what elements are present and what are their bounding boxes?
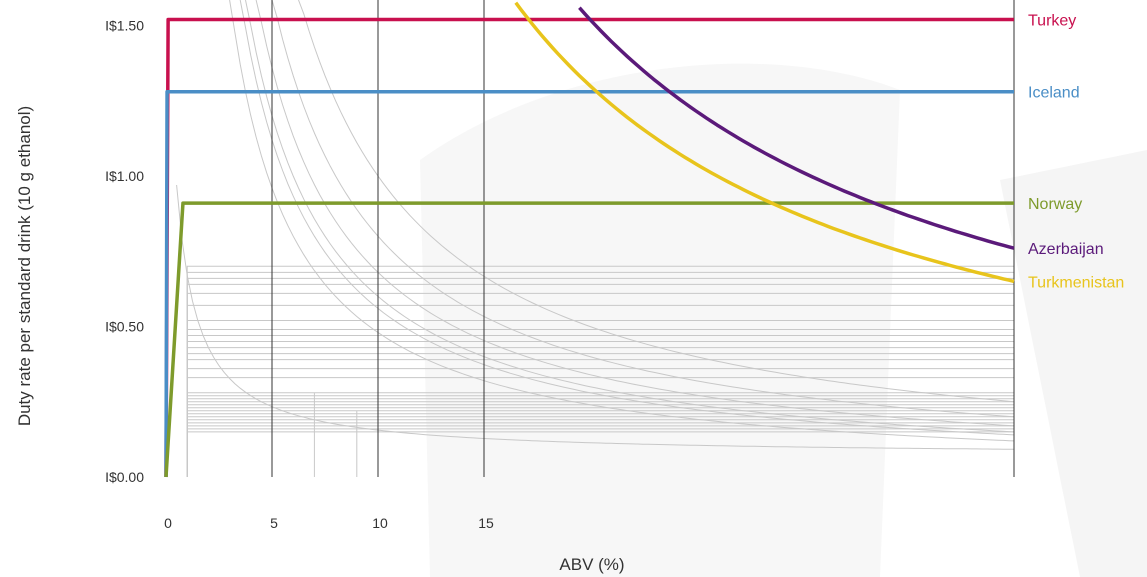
x-tick-labels: 0 5 10 15 (164, 515, 494, 531)
highlighted-series-lines (164, 1, 1015, 478)
series-line-norway (164, 201, 1014, 478)
grid-lines (271, 0, 1015, 477)
background-series-curve (298, 0, 1015, 403)
series-labels: Turkey Iceland Norway Azerbaijan Turkmenista… (1028, 12, 1124, 291)
series-label-turkey: Turkey (1028, 12, 1076, 29)
series-label-norway: Norway (1028, 196, 1082, 213)
x-tick-label: 0 (164, 515, 172, 531)
y-axis-title: Duty rate per standard drink (10 g ethan… (15, 106, 34, 426)
background-series-curve (245, 0, 1015, 433)
y-tick-label: I$1.50 (105, 18, 144, 34)
series-label-iceland: Iceland (1028, 85, 1080, 102)
watermark-shape (1000, 150, 1147, 577)
series-line-azerbaijan (578, 6, 1015, 250)
background-series-curve (229, 0, 1015, 442)
series-label-azerbaijan: Azerbaijan (1028, 241, 1104, 258)
y-tick-labels: I$0.00 I$0.50 I$1.00 I$1.50 (105, 18, 144, 486)
y-tick-label: I$0.00 (105, 469, 144, 485)
y-tick-label: I$1.00 (105, 168, 144, 184)
background-series-curve (255, 0, 1015, 427)
background-series-curve (271, 0, 1015, 418)
background-series-lines (176, 0, 1015, 477)
series-label-turkmenistan: Turkmenistan (1028, 274, 1124, 291)
background-series-curve (239, 0, 1015, 436)
x-tick-label: 10 (372, 515, 388, 531)
x-tick-label: 5 (270, 515, 278, 531)
series-line-iceland (164, 89, 1014, 478)
background-series-curve (176, 184, 1014, 450)
background-series-line (186, 431, 1014, 477)
x-axis-title: ABV (%) (559, 555, 624, 574)
x-tick-label: 15 (478, 515, 494, 531)
series-line-turkmenistan (514, 1, 1015, 284)
y-tick-label: I$0.50 (105, 319, 144, 335)
